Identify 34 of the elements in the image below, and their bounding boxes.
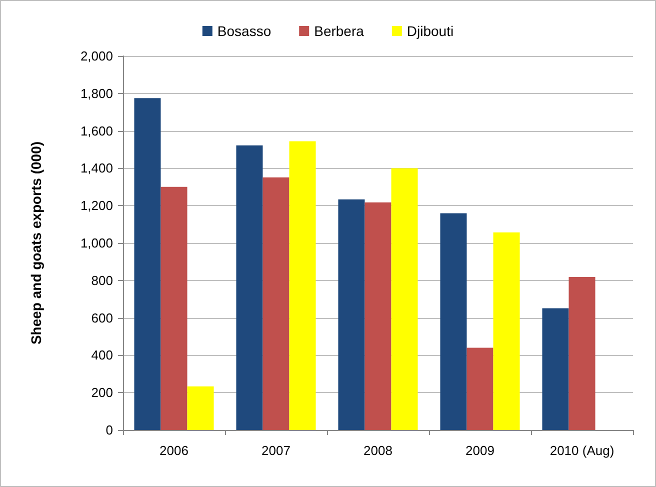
y-tick-label: 200 (91, 385, 113, 400)
y-tick-label: 1,400 (80, 160, 113, 176)
legend-label: Bosasso (217, 23, 272, 39)
y-tick-label: 800 (91, 272, 113, 288)
bar (160, 186, 188, 430)
y-tick-label: 1,000 (80, 236, 113, 250)
bar (364, 202, 392, 430)
bar (493, 232, 520, 430)
bar (542, 308, 569, 430)
legend-label: Djibouti (406, 23, 454, 39)
legend-label: Berbera (314, 23, 364, 39)
bar (289, 141, 316, 430)
bar (236, 145, 263, 430)
bar (262, 177, 290, 430)
bar (338, 199, 365, 430)
y-tick-label: 600 (91, 310, 113, 326)
bar (466, 348, 494, 430)
bar (187, 386, 214, 430)
bar (134, 98, 161, 430)
y-tick-label: 0 (106, 422, 113, 438)
y-tick-label: 1,600 (80, 123, 113, 138)
bar (568, 277, 596, 430)
y-tick-label: 400 (91, 348, 113, 363)
y-tick-label: 1,800 (80, 86, 113, 101)
x-tick-label: 2009 (466, 443, 494, 458)
y-tick-label: 2,000 (80, 48, 113, 64)
y-tick-label: 1,200 (80, 198, 113, 214)
y-axis-title: Sheep and goats exports (000) (28, 141, 44, 345)
x-tick-label: 2006 (160, 443, 188, 458)
bar (391, 168, 418, 430)
x-tick-label: 2008 (364, 443, 392, 458)
x-tick-label: 2010 (Aug) (550, 443, 614, 458)
x-tick-label: 2007 (262, 443, 290, 458)
bar (440, 213, 467, 430)
